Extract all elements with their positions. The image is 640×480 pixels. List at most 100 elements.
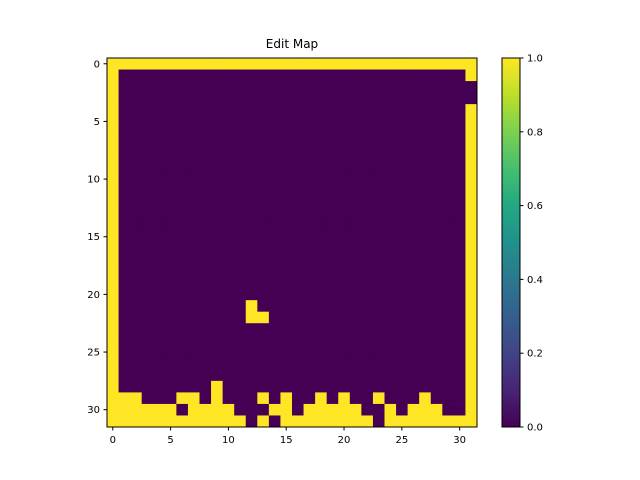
heatmap-cell bbox=[141, 58, 154, 70]
heatmap-cell bbox=[211, 403, 223, 416]
heatmap-cell bbox=[234, 127, 247, 140]
heatmap-cell bbox=[384, 254, 397, 266]
heatmap-cell bbox=[372, 415, 385, 428]
heatmap-cell bbox=[130, 173, 143, 186]
heatmap-cell bbox=[141, 357, 154, 370]
heatmap-cell bbox=[349, 92, 362, 105]
heatmap-cell bbox=[153, 81, 166, 93]
heatmap-cell bbox=[257, 184, 270, 197]
heatmap-cell bbox=[141, 346, 154, 359]
heatmap-cell bbox=[407, 173, 420, 186]
heatmap-cell bbox=[164, 104, 177, 117]
heatmap-cell bbox=[396, 403, 408, 416]
heatmap-cell bbox=[268, 138, 281, 151]
heatmap-cell bbox=[407, 380, 420, 393]
heatmap-cell bbox=[234, 288, 247, 301]
heatmap-cell bbox=[407, 104, 420, 117]
heatmap-cell bbox=[176, 254, 189, 266]
heatmap-cell bbox=[118, 161, 131, 174]
heatmap-cell bbox=[141, 254, 154, 266]
heatmap-cell bbox=[164, 357, 177, 370]
heatmap-cell bbox=[199, 150, 212, 163]
heatmap-cell bbox=[326, 92, 339, 105]
heatmap-cell bbox=[222, 161, 235, 174]
heatmap-cell bbox=[153, 161, 166, 174]
heatmap-cell bbox=[187, 69, 200, 82]
heatmap-cell bbox=[430, 92, 443, 105]
heatmap-cell bbox=[141, 92, 154, 105]
heatmap-cell bbox=[141, 115, 154, 128]
heatmap-cell bbox=[234, 138, 247, 151]
heatmap-cell bbox=[234, 254, 247, 266]
heatmap-cell bbox=[164, 254, 177, 266]
heatmap-cell bbox=[407, 69, 420, 82]
heatmap-cell bbox=[349, 357, 362, 370]
heatmap-cell bbox=[465, 334, 478, 347]
heatmap-cell bbox=[234, 173, 247, 186]
heatmap-cell bbox=[153, 323, 166, 336]
heatmap-cell bbox=[130, 277, 143, 289]
heatmap-cell bbox=[384, 311, 397, 324]
heatmap-cell bbox=[292, 242, 304, 255]
heatmap-cell bbox=[130, 104, 143, 117]
heatmap-cell bbox=[176, 161, 189, 174]
heatmap-cell bbox=[268, 403, 281, 416]
heatmap-cell bbox=[372, 357, 385, 370]
heatmap-cell bbox=[465, 277, 478, 289]
heatmap-cell bbox=[107, 357, 119, 370]
heatmap-cell bbox=[303, 196, 316, 209]
heatmap-cell bbox=[384, 138, 397, 151]
heatmap-cell bbox=[453, 127, 466, 140]
heatmap-cell bbox=[130, 184, 143, 197]
heatmap-cell bbox=[130, 69, 143, 82]
heatmap-cell bbox=[396, 81, 408, 93]
heatmap-cell bbox=[338, 115, 351, 128]
heatmap-cell bbox=[430, 127, 443, 140]
heatmap-cell bbox=[430, 380, 443, 393]
heatmap-cell bbox=[453, 81, 466, 93]
heatmap-cell bbox=[187, 346, 200, 359]
heatmap-cell bbox=[164, 150, 177, 163]
heatmap-cell bbox=[199, 58, 212, 70]
heatmap-cell bbox=[280, 300, 293, 313]
heatmap-cell bbox=[176, 380, 189, 393]
heatmap-cell bbox=[419, 311, 432, 324]
heatmap-cell bbox=[465, 92, 478, 105]
heatmap-cell bbox=[292, 288, 304, 301]
heatmap-cell bbox=[419, 104, 432, 117]
heatmap-cell bbox=[396, 69, 408, 82]
heatmap-cell bbox=[384, 58, 397, 70]
heatmap-cell bbox=[430, 300, 443, 313]
heatmap-cell bbox=[430, 230, 443, 243]
heatmap-cell bbox=[118, 173, 131, 186]
heatmap-cell bbox=[211, 104, 223, 117]
heatmap-cell bbox=[361, 254, 374, 266]
heatmap-cell bbox=[164, 242, 177, 255]
heatmap-cell bbox=[118, 242, 131, 255]
heatmap-cell bbox=[118, 104, 131, 117]
heatmap-cell bbox=[118, 138, 131, 151]
heatmap-cell bbox=[130, 369, 143, 382]
heatmap-cell bbox=[164, 196, 177, 209]
heatmap-cell bbox=[326, 115, 339, 128]
heatmap-cell bbox=[338, 81, 351, 93]
heatmap-cell bbox=[292, 81, 304, 93]
heatmap-cell bbox=[396, 104, 408, 117]
heatmap-cell bbox=[419, 230, 432, 243]
heatmap-cell bbox=[153, 392, 166, 405]
heatmap-cell bbox=[280, 403, 293, 416]
heatmap-cell bbox=[361, 184, 374, 197]
heatmap-cell bbox=[407, 150, 420, 163]
heatmap-cell bbox=[338, 346, 351, 359]
heatmap-cell bbox=[407, 161, 420, 174]
heatmap-cell bbox=[234, 184, 247, 197]
heatmap-cell bbox=[199, 69, 212, 82]
heatmap-cell bbox=[442, 161, 455, 174]
heatmap-cell bbox=[245, 346, 258, 359]
heatmap-cell bbox=[465, 69, 478, 82]
heatmap-cell bbox=[187, 58, 200, 70]
heatmap-cell bbox=[315, 334, 328, 347]
heatmap-cell bbox=[234, 104, 247, 117]
heatmap-cell bbox=[130, 207, 143, 220]
heatmap-cell bbox=[222, 196, 235, 209]
